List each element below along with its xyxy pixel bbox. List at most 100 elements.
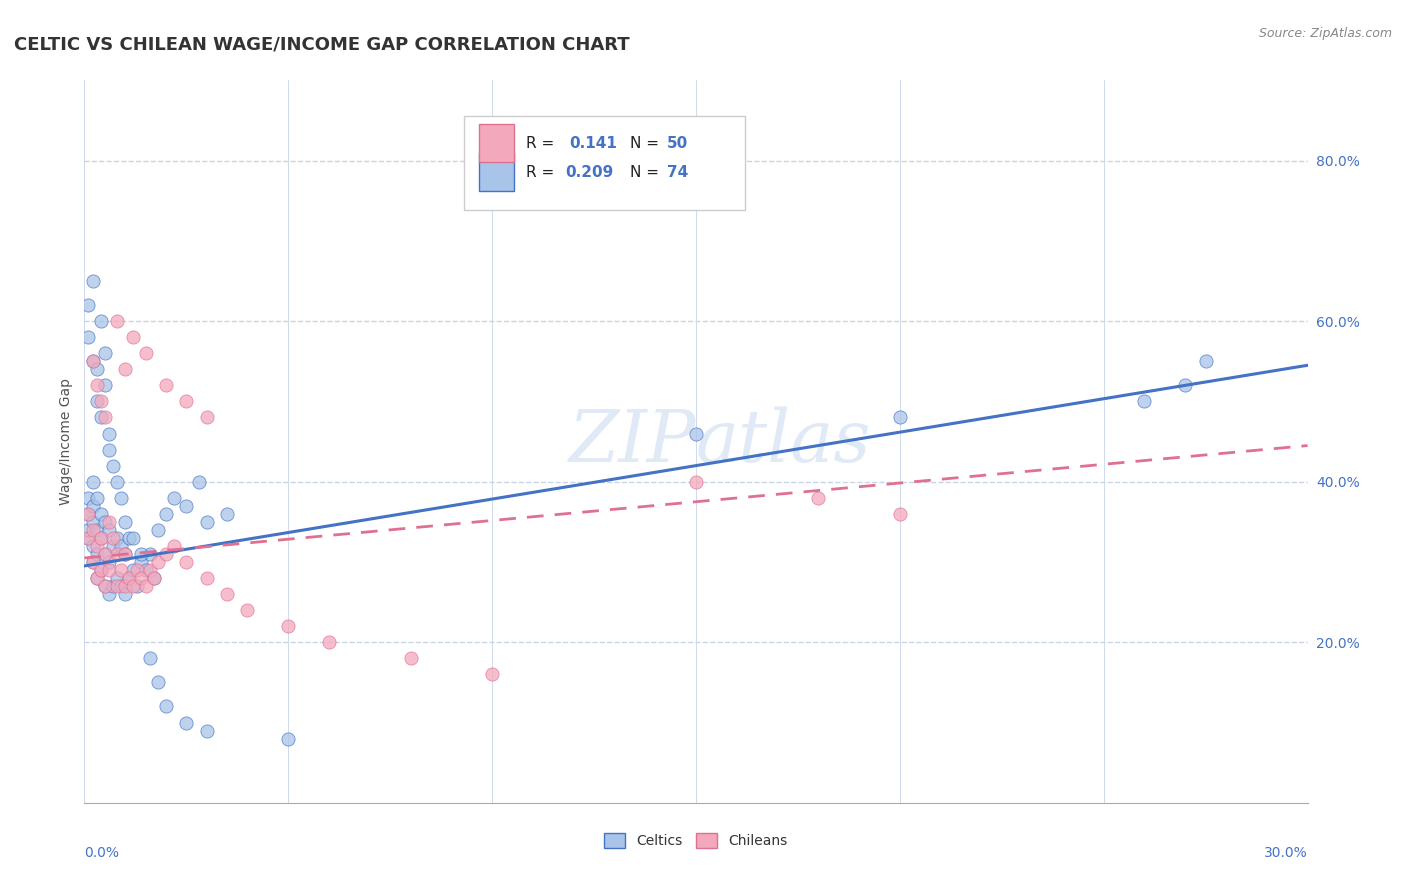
Point	[131, 555, 153, 569]
Point	[174, 499, 197, 513]
Point	[114, 362, 136, 376]
Point	[110, 491, 132, 505]
Point	[90, 563, 112, 577]
Point	[1195, 354, 1218, 368]
Point	[138, 563, 160, 577]
Point	[93, 515, 115, 529]
Point	[93, 579, 115, 593]
Point	[77, 523, 100, 537]
Text: 0.0%: 0.0%	[84, 847, 120, 860]
Point	[114, 579, 136, 593]
Point	[195, 723, 218, 738]
Point	[889, 507, 911, 521]
Point	[97, 587, 120, 601]
Point	[90, 410, 112, 425]
Point	[82, 499, 104, 513]
Point	[101, 579, 124, 593]
Point	[82, 515, 104, 529]
Point	[77, 507, 100, 521]
Point	[146, 523, 169, 537]
Point	[114, 547, 136, 561]
Y-axis label: Wage/Income Gap: Wage/Income Gap	[59, 378, 73, 505]
Point	[97, 555, 120, 569]
Text: N =: N =	[630, 136, 664, 151]
Point	[1174, 378, 1197, 392]
Point	[318, 635, 340, 649]
Point	[101, 539, 124, 553]
Text: 74: 74	[666, 164, 688, 179]
Text: Source: ZipAtlas.com: Source: ZipAtlas.com	[1258, 27, 1392, 40]
Point	[90, 531, 112, 545]
Point	[90, 531, 112, 545]
Point	[90, 507, 112, 521]
Point	[118, 531, 141, 545]
Point	[86, 523, 108, 537]
Point	[122, 330, 145, 344]
Point	[122, 563, 145, 577]
Point	[97, 426, 120, 441]
Point	[77, 531, 100, 545]
Point	[82, 555, 104, 569]
Point	[105, 579, 128, 593]
Point	[105, 571, 128, 585]
Point	[481, 667, 503, 681]
Point	[93, 547, 115, 561]
Point	[135, 346, 157, 360]
Point	[82, 539, 104, 553]
Point	[174, 394, 197, 409]
Point	[187, 475, 209, 489]
Point	[82, 475, 104, 489]
Point	[807, 491, 830, 505]
Point	[277, 731, 299, 746]
Point	[685, 475, 707, 489]
Point	[114, 515, 136, 529]
Point	[127, 579, 149, 593]
Point	[93, 547, 115, 561]
Point	[82, 354, 104, 368]
Point	[131, 571, 153, 585]
Text: N =: N =	[630, 164, 664, 179]
Point	[97, 563, 120, 577]
Point	[236, 603, 259, 617]
Point	[86, 539, 108, 553]
Point	[131, 547, 153, 561]
Point	[135, 579, 157, 593]
Point	[195, 571, 218, 585]
Point	[195, 515, 218, 529]
Point	[90, 314, 112, 328]
Text: R =: R =	[526, 136, 564, 151]
Point	[77, 298, 100, 312]
Point	[142, 571, 165, 585]
Point	[277, 619, 299, 633]
Text: 50: 50	[666, 136, 688, 151]
Point	[110, 579, 132, 593]
Point	[122, 531, 145, 545]
Point	[163, 539, 186, 553]
Point	[77, 507, 100, 521]
FancyBboxPatch shape	[464, 117, 745, 211]
Point	[97, 442, 120, 457]
Point	[114, 587, 136, 601]
Point	[82, 523, 104, 537]
Point	[174, 715, 197, 730]
Point	[90, 394, 112, 409]
Point	[135, 563, 157, 577]
Point	[93, 378, 115, 392]
Point	[86, 547, 108, 561]
Point	[155, 547, 177, 561]
Point	[77, 491, 100, 505]
Text: R =: R =	[526, 164, 560, 179]
Text: 0.209: 0.209	[565, 164, 613, 179]
Point	[97, 523, 120, 537]
Point	[90, 563, 112, 577]
Point	[1133, 394, 1156, 409]
Point	[82, 274, 104, 288]
Point	[93, 346, 115, 360]
Point	[110, 563, 132, 577]
Point	[138, 547, 160, 561]
Point	[114, 547, 136, 561]
Text: 30.0%: 30.0%	[1264, 847, 1308, 860]
Point	[138, 651, 160, 665]
Text: CELTIC VS CHILEAN WAGE/INCOME GAP CORRELATION CHART: CELTIC VS CHILEAN WAGE/INCOME GAP CORREL…	[14, 36, 630, 54]
Point	[82, 555, 104, 569]
